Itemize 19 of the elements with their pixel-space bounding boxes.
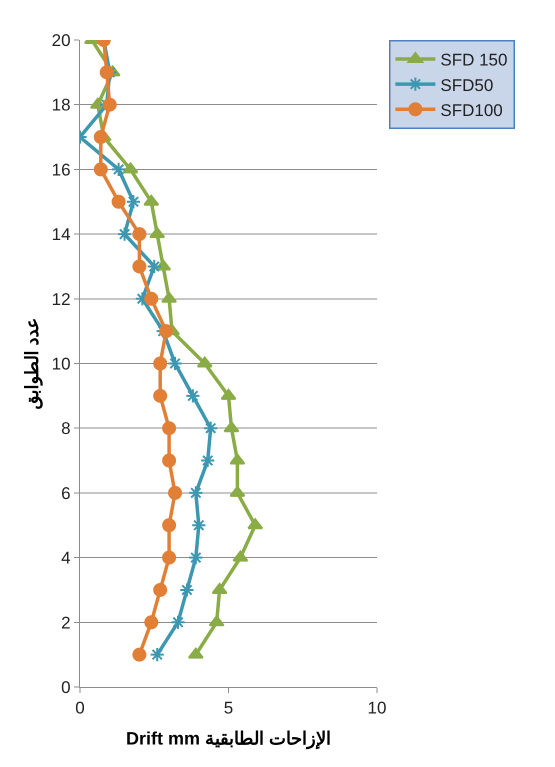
y-tick-label: 4 [61,548,71,568]
y-tick-label: 0 [61,678,71,697]
x-axis-title: Drift mm الإزاحات الطابقية [126,728,332,750]
y-tick-label: 16 [52,160,71,180]
y-axis-title: عدد الطوابق [22,317,43,410]
x-tick-label: 0 [75,698,85,718]
x-tick-label: 10 [368,698,386,718]
y-tick-label: 6 [61,484,71,503]
legend-label: SFD100 [440,100,503,120]
y-tick-label: 14 [52,225,71,244]
legend-label: SFD50 [440,76,494,95]
y-tick-label: 8 [61,419,71,438]
y-tick-label: 20 [52,30,71,50]
y-tick-label: 18 [52,96,71,115]
y-tick-label: 2 [61,613,71,632]
legend-label: SFD 150 [440,50,508,70]
y-tick-label: 12 [52,290,71,309]
x-tick-label: 5 [224,698,234,718]
y-tick-label: 10 [52,354,71,374]
